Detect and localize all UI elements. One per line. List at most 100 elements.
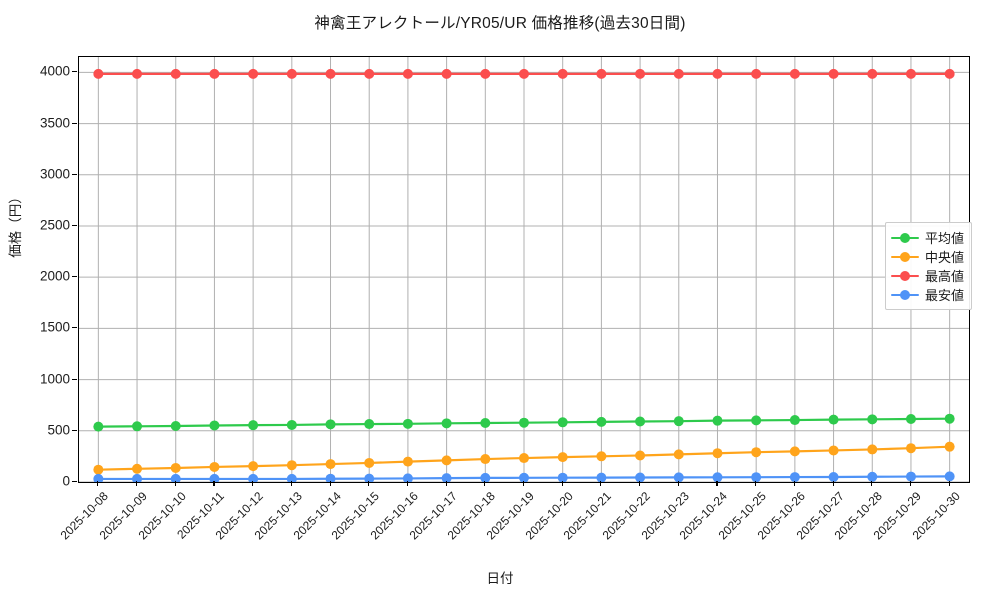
data-point-marker	[441, 418, 452, 429]
data-point-marker	[519, 68, 529, 79]
data-point-marker	[905, 471, 916, 482]
y-tick-mark	[72, 429, 77, 431]
x-tick-mark	[329, 481, 331, 486]
data-point-marker	[751, 472, 762, 482]
data-point-marker	[596, 472, 607, 482]
data-point-marker	[364, 68, 375, 79]
legend-label: 中央値	[925, 250, 965, 265]
data-point-marker	[480, 472, 491, 482]
data-point-marker	[751, 447, 762, 458]
x-tick-mark	[948, 481, 950, 486]
y-tick-label: 3000	[39, 166, 70, 182]
data-point-marker	[519, 472, 529, 482]
y-axis-label: 価格（円）	[8, 190, 23, 258]
data-point-marker	[402, 456, 413, 467]
data-point-marker	[170, 68, 181, 79]
chart-title: 神禽王アレクトール/YR05/UR 価格推移(過去30日間)	[314, 15, 686, 32]
legend-item-0[interactable]: 平均値	[891, 228, 964, 247]
data-point-marker	[93, 68, 104, 79]
x-tick-mark	[793, 481, 795, 486]
y-tick-label: 500	[47, 422, 70, 438]
data-point-marker	[673, 416, 684, 427]
legend-label: 平均値	[925, 231, 965, 246]
data-point-marker	[286, 68, 297, 79]
legend-item-1[interactable]: 中央値	[891, 247, 964, 266]
data-point-marker	[480, 418, 491, 429]
y-tick-label: 0	[62, 473, 70, 489]
data-point-marker	[286, 460, 297, 471]
data-point-marker	[557, 452, 568, 463]
legend-swatch-icon	[891, 250, 919, 264]
data-point-marker	[789, 472, 800, 482]
data-point-marker	[828, 471, 839, 482]
data-point-marker	[402, 418, 413, 429]
legend-swatch-icon	[891, 231, 919, 245]
x-tick-mark	[755, 481, 757, 486]
y-tick-mark	[72, 327, 77, 329]
x-tick-mark	[909, 481, 912, 486]
data-point-marker	[480, 454, 491, 465]
data-point-marker	[170, 473, 181, 482]
y-tick-label: 2500	[39, 217, 70, 233]
data-point-marker	[596, 451, 607, 462]
x-tick-mark	[871, 481, 873, 486]
y-tick-label: 4000	[39, 63, 70, 79]
data-point-marker	[441, 455, 452, 466]
data-point-marker	[673, 68, 684, 79]
legend-swatch-icon	[891, 288, 919, 302]
y-tick-mark	[72, 224, 77, 227]
x-tick-mark	[832, 481, 834, 486]
x-tick-mark	[561, 481, 563, 486]
data-point-marker	[867, 444, 878, 455]
x-tick-mark	[677, 481, 679, 486]
data-point-marker	[248, 68, 259, 79]
y-tick-mark	[72, 122, 77, 124]
data-point-marker	[170, 420, 181, 431]
data-point-marker	[325, 473, 336, 482]
data-point-marker	[712, 415, 723, 426]
data-point-marker	[325, 419, 336, 430]
y-tick-mark	[72, 71, 77, 73]
data-point-marker	[751, 68, 762, 79]
data-point-marker	[325, 459, 336, 470]
data-point-marker	[132, 68, 143, 79]
data-point-marker	[557, 68, 568, 79]
data-point-marker	[325, 68, 336, 79]
data-point-marker	[712, 448, 723, 459]
legend-item-2[interactable]: 最高値	[891, 266, 964, 285]
data-point-marker	[635, 68, 646, 79]
y-axis-tick-labels: 0 500 1000 1500 2000 2500 3000 3500 4000	[0, 56, 70, 489]
data-point-marker	[712, 472, 723, 482]
data-point-marker	[867, 68, 878, 79]
data-point-marker	[132, 421, 143, 432]
data-point-marker	[789, 415, 800, 426]
y-tick-mark	[72, 173, 77, 175]
data-point-marker	[596, 416, 607, 427]
y-tick-mark	[72, 378, 77, 380]
x-tick-mark	[639, 481, 641, 486]
data-point-marker	[364, 473, 375, 482]
data-point-marker	[557, 472, 568, 482]
data-point-marker	[867, 471, 878, 482]
data-point-marker	[751, 415, 762, 426]
data-point-marker	[944, 471, 955, 482]
data-point-marker	[635, 416, 646, 427]
data-point-marker	[93, 464, 104, 475]
legend-item-3[interactable]: 最安値	[891, 285, 964, 304]
x-tick-mark	[406, 481, 408, 486]
y-tick-mark	[72, 481, 77, 483]
x-tick-mark	[213, 481, 215, 486]
data-point-marker	[402, 68, 413, 79]
data-point-marker	[93, 421, 104, 432]
data-point-marker	[673, 449, 684, 460]
data-point-marker	[944, 441, 955, 452]
x-axis-label: 日付	[486, 571, 514, 586]
x-tick-mark	[523, 481, 525, 486]
x-tick-mark	[136, 481, 138, 486]
data-point-marker	[248, 473, 259, 482]
data-point-marker	[828, 68, 839, 79]
data-point-marker	[905, 68, 916, 79]
data-point-marker	[132, 473, 143, 482]
data-point-marker	[209, 68, 220, 79]
data-point-marker	[480, 68, 491, 79]
